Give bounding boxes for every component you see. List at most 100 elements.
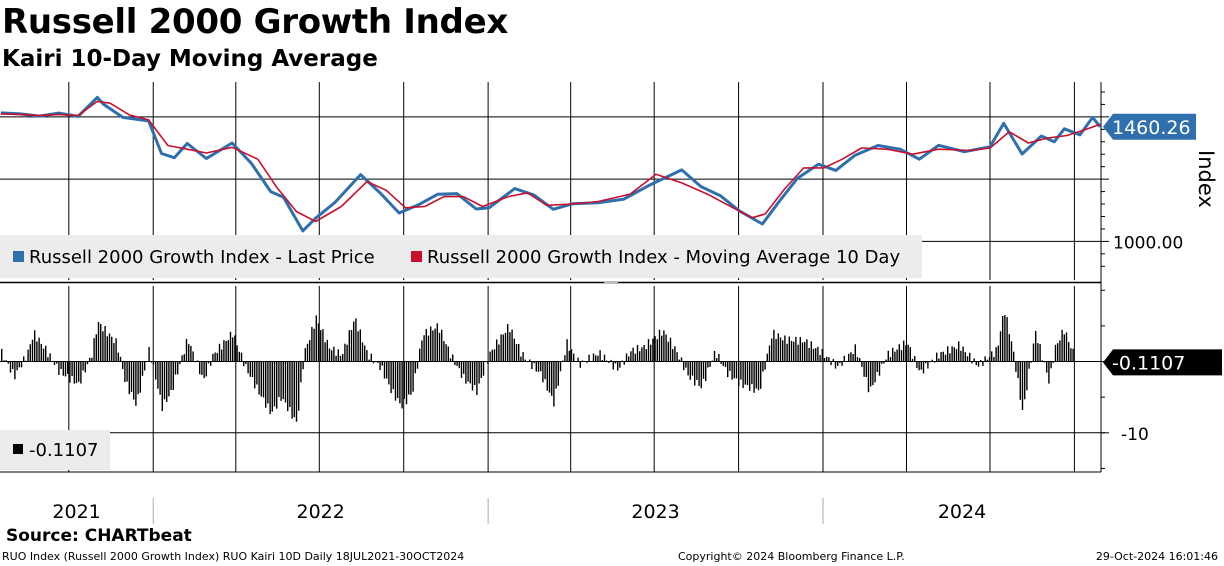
kairi-bar <box>949 353 951 362</box>
kairi-bar <box>199 361 201 375</box>
kairi-bar <box>953 347 955 362</box>
kairi-bar <box>608 361 610 363</box>
kairi-bar <box>806 339 808 362</box>
kairi-bar <box>799 337 801 362</box>
kairi-bar <box>522 352 524 362</box>
kairi-bar <box>680 357 683 362</box>
kairi-bar <box>337 349 339 362</box>
kairi-bar <box>702 361 705 379</box>
kairi-bar <box>331 350 333 362</box>
kairi-bar <box>1039 344 1041 362</box>
kairi-bar <box>372 361 375 364</box>
kairi-bar <box>89 357 91 362</box>
kairi-bar <box>892 347 894 362</box>
kairi-bar <box>1017 361 1019 379</box>
kairi-bar <box>927 361 929 369</box>
kairi-bar <box>196 360 199 362</box>
kairi-bar <box>793 341 795 362</box>
kairi-bar <box>240 352 243 362</box>
kairi-bar <box>45 345 47 362</box>
kairi-bar <box>898 344 900 362</box>
kairi-bar <box>119 356 122 362</box>
kairi-bar <box>493 349 496 362</box>
kairi-bar <box>1026 361 1028 391</box>
kairi-bar <box>276 361 278 409</box>
kairi-bar <box>504 333 507 362</box>
kairi-bar <box>421 340 423 362</box>
kairi-bar <box>755 361 757 389</box>
kairi-bar <box>601 360 603 362</box>
footer-description: RUO Index (Russell 2000 Growth Index) RU… <box>2 550 465 563</box>
kairi-bar <box>815 348 817 362</box>
kairi-bar <box>137 361 139 395</box>
kairi-bar <box>570 349 573 362</box>
kairi-bar <box>942 351 944 362</box>
kairi-bar <box>722 361 724 366</box>
price-series-line <box>0 95 1102 233</box>
kairi-bar <box>971 361 973 364</box>
kairi-bar <box>592 353 595 362</box>
kairi-bar <box>867 361 870 393</box>
kairi-bar <box>661 335 663 362</box>
kairi-bar <box>850 352 852 362</box>
kairi-bar <box>339 355 342 362</box>
kairi-bar <box>907 344 909 362</box>
kairi-bar <box>795 336 797 362</box>
legend-swatch-price <box>13 251 24 262</box>
kairi-bar <box>654 336 656 362</box>
kairi-bar <box>753 361 755 393</box>
kairi-bar <box>403 361 405 399</box>
kairi-bar <box>370 353 372 362</box>
kairi-bar <box>984 356 986 362</box>
kairi-bar <box>586 361 588 363</box>
kairi-bar <box>1008 334 1010 362</box>
kairi-bar <box>947 346 949 362</box>
kairi-bar <box>1063 334 1065 362</box>
kairi-bar <box>93 338 95 362</box>
kairi-bar <box>280 361 282 401</box>
kairi-bar <box>126 361 128 382</box>
kairi-bar <box>742 361 744 388</box>
kairi-bar <box>507 324 509 362</box>
kairi-bar <box>243 361 245 367</box>
kairi-bar <box>78 361 80 382</box>
panel-resize-handle[interactable] <box>604 281 618 284</box>
kairi-bar <box>394 361 397 401</box>
kairi-bar <box>157 361 159 389</box>
legend-swatch-ma <box>411 251 422 262</box>
kairi-bar <box>548 361 551 393</box>
kairi-bar <box>1010 341 1013 362</box>
kairi-bar <box>49 353 51 362</box>
footer-timestamp: 29-Oct-2024 16:01:46 <box>1095 550 1218 563</box>
kairi-bar <box>856 357 859 362</box>
kairi-bar <box>447 346 449 362</box>
kairi-bar <box>768 345 771 362</box>
x-year-label: 2024 <box>938 501 986 523</box>
kairi-bar <box>555 361 557 389</box>
kairi-bar <box>25 360 27 362</box>
kairi-bar <box>122 361 124 369</box>
kairi-bar <box>828 357 830 362</box>
kairi-bar <box>141 361 144 376</box>
kairi-bar <box>269 361 271 415</box>
kairi-bar <box>859 358 861 362</box>
kairi-bar <box>797 344 799 362</box>
kairi-bar <box>674 346 676 362</box>
x-year-label: 2022 <box>296 501 344 523</box>
kairi-bar <box>1057 343 1059 362</box>
kairi-bar <box>214 352 216 362</box>
kairi-bar <box>628 356 630 362</box>
kairi-bar <box>621 360 623 362</box>
kairi-bar <box>515 344 518 362</box>
kairi-bar <box>900 350 903 362</box>
kairi-bar <box>738 361 740 387</box>
kairi-bar <box>639 351 641 362</box>
kairi-bar <box>933 361 936 363</box>
kairi-bar <box>309 340 311 362</box>
kairi-bar <box>262 361 265 398</box>
kairi-bar <box>359 329 361 362</box>
kairi-bar <box>452 354 454 362</box>
kairi-bar <box>610 359 612 362</box>
kairi-bar <box>192 351 194 362</box>
kairi-bar <box>1006 317 1008 362</box>
